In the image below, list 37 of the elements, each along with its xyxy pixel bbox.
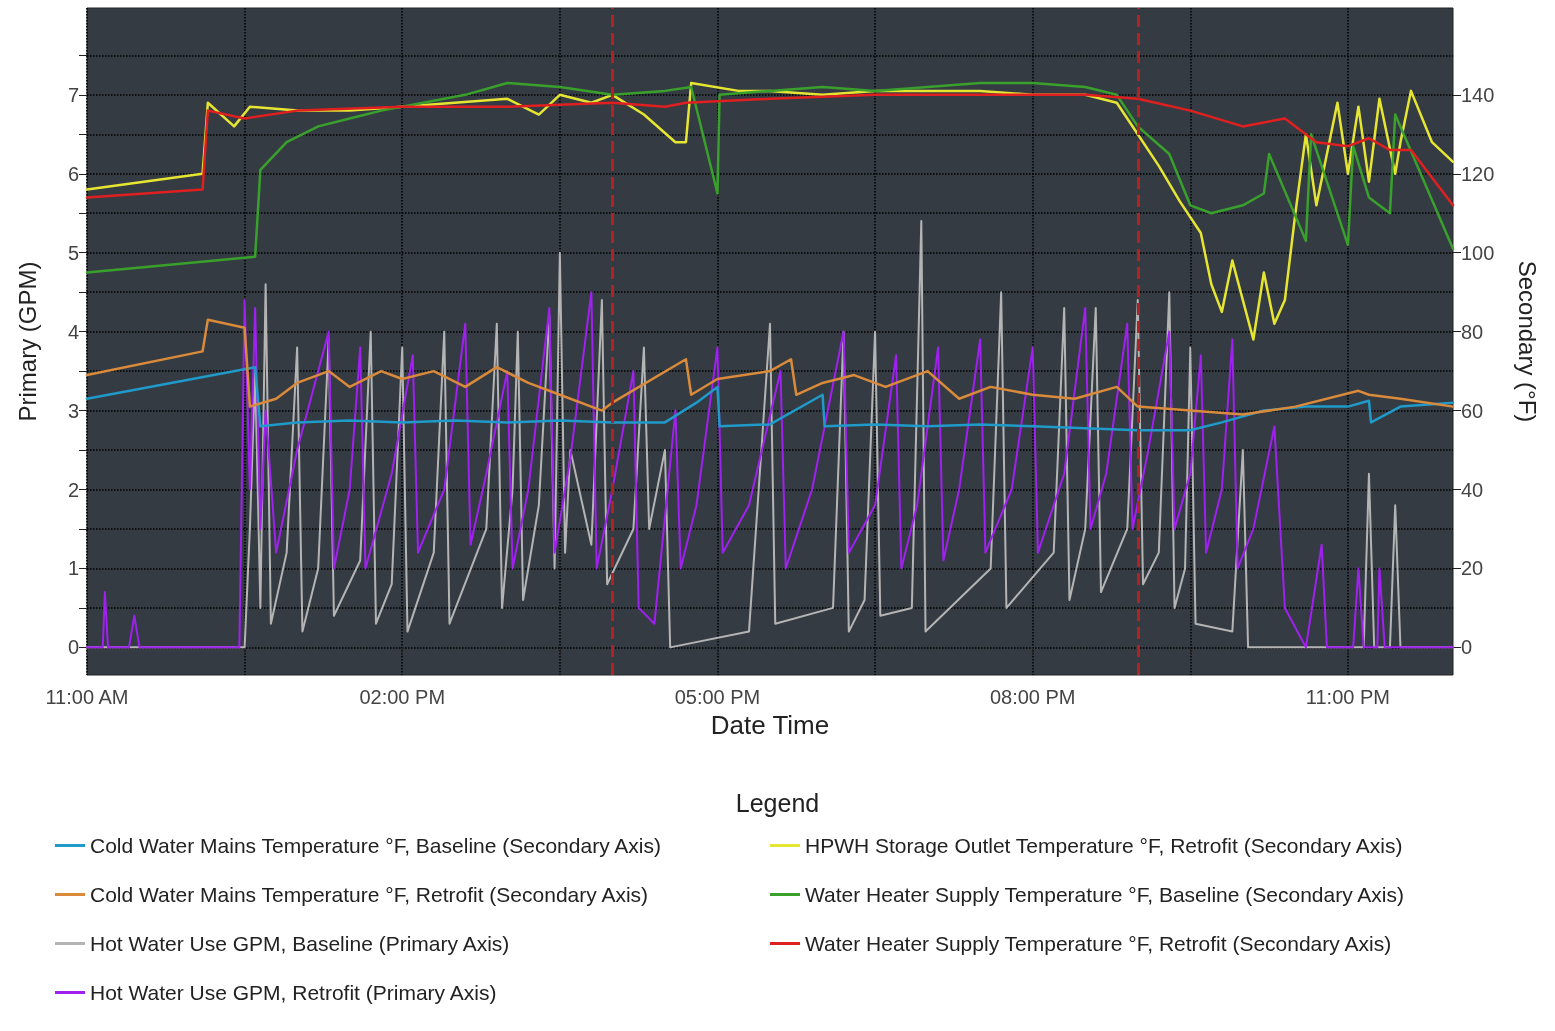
legend-label: Hot Water Use GPM, Baseline (Primary Axis)	[90, 932, 510, 955]
legend-title: Legend	[735, 788, 820, 817]
x-tick-label: 11:00 PM	[1305, 686, 1390, 708]
line-series	[85, 81, 1455, 274]
y-tick-label: 7	[67, 83, 79, 106]
legend-label: Water Heater Supply Temperature °F, Baseline (Secondary Axis)	[805, 883, 1405, 906]
y-tick-label: 3	[67, 399, 79, 422]
y2-tick-label: 20	[1461, 557, 1484, 580]
legend-label: Cold Water Mains Temperature °F, Baseline (Secondary Axis)	[90, 834, 661, 857]
y-axis-title: Primary (GPM)	[13, 261, 41, 422]
legend-label: Cold Water Mains Temperature °F, Retrofit (Secondary Axis)	[90, 883, 649, 906]
y-tick-label: 6	[67, 162, 79, 185]
line-series	[85, 365, 1455, 432]
y-tick-label: 2	[67, 478, 79, 501]
y-tick-label: 4	[67, 320, 79, 343]
x-tick-label: 02:00 PM	[359, 686, 446, 708]
y2-tick-label: 80	[1461, 320, 1484, 343]
line-series	[86, 291, 1454, 649]
line-series	[85, 318, 1455, 416]
legend-label: HPWH Storage Outlet Temperature °F, Retrofit (Secondary Axis)	[805, 834, 1403, 857]
y2-tick-label: 40	[1461, 478, 1484, 501]
legend-label: Hot Water Use GPM, Retrofit (Primary Axis)	[90, 981, 497, 1004]
line-series	[85, 93, 1455, 207]
y2-tick-label: 140	[1461, 83, 1495, 106]
y2-tick-label: 120	[1461, 162, 1495, 185]
x-tick-label: 08:00 PM	[989, 686, 1076, 708]
y-tick-label: 5	[67, 241, 79, 264]
x-tick-label: 05:00 PM	[674, 686, 761, 708]
y2-tick-label: 100	[1461, 241, 1495, 264]
y2-axis-title: Secondary (°F)	[1513, 260, 1541, 423]
y2-tick-label: 0	[1461, 636, 1473, 659]
y-tick-label: 1	[67, 557, 79, 580]
x-tick-label: 11:00 AM	[45, 686, 129, 708]
y-tick-label: 0	[67, 636, 79, 659]
x-axis-title: Date Time	[710, 709, 830, 740]
legend-label: Water Heater Supply Temperature °F, Retrofit (Secondary Axis)	[805, 932, 1392, 955]
y2-tick-label: 60	[1461, 399, 1484, 422]
